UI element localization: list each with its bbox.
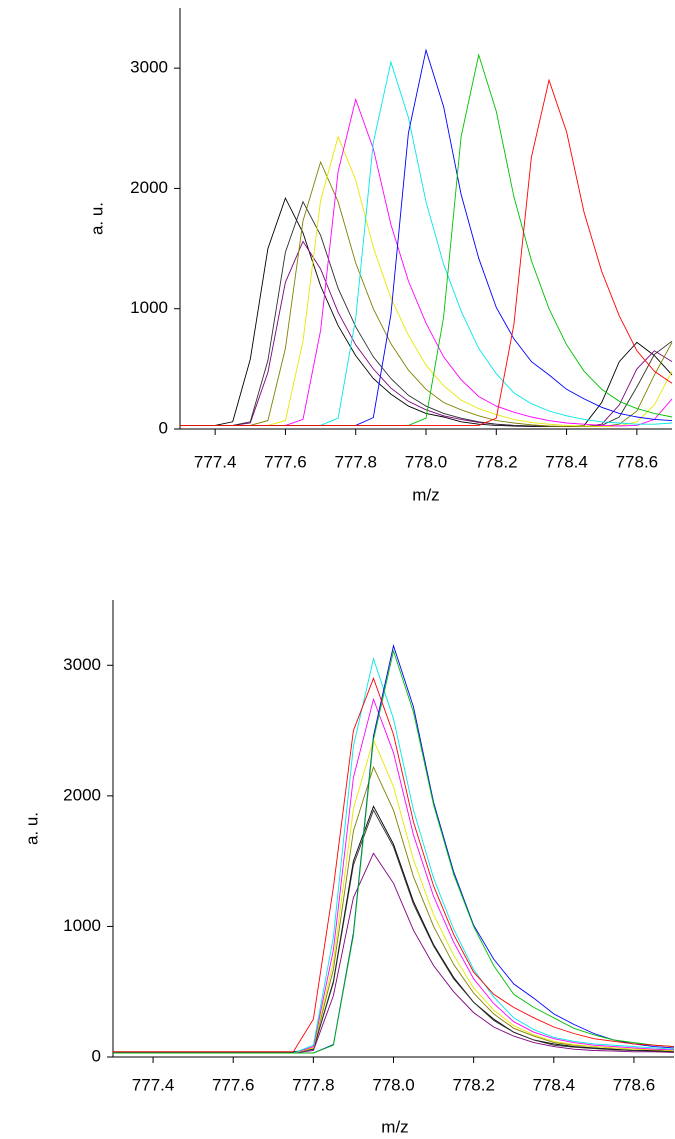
series-line bbox=[113, 765, 675, 1054]
y-tick-label: 2000 bbox=[63, 785, 101, 804]
y-axis-label: a. u. bbox=[22, 812, 41, 845]
series-line bbox=[180, 53, 673, 426]
x-tick-label: 778.4 bbox=[533, 1075, 576, 1094]
series-line bbox=[113, 805, 675, 1053]
series-line bbox=[113, 697, 675, 1054]
x-tick-label: 777.6 bbox=[264, 452, 307, 471]
x-tick-label: 778.2 bbox=[452, 1075, 495, 1094]
x-tick-label: 778.4 bbox=[545, 452, 588, 471]
x-tick-label: 778.6 bbox=[613, 1075, 656, 1094]
y-tick-label: 0 bbox=[159, 418, 168, 437]
series-line bbox=[113, 657, 675, 1054]
series-line bbox=[180, 200, 673, 428]
x-tick-label: 778.0 bbox=[372, 1075, 415, 1094]
x-tick-label: 778.2 bbox=[475, 452, 518, 471]
series-line bbox=[180, 78, 673, 426]
series-line bbox=[180, 97, 673, 427]
x-axis-label: m/z bbox=[412, 485, 439, 504]
x-tick-label: 777.4 bbox=[132, 1075, 175, 1094]
y-axis-label: a. u. bbox=[87, 202, 106, 235]
series-line bbox=[180, 48, 673, 426]
x-tick-label: 777.6 bbox=[212, 1075, 255, 1094]
series-line bbox=[180, 135, 673, 428]
series-line bbox=[180, 240, 673, 428]
series-line bbox=[180, 60, 673, 426]
y-tick-label: 2000 bbox=[130, 178, 168, 197]
y-tick-label: 1000 bbox=[130, 298, 168, 317]
x-tick-label: 778.6 bbox=[616, 452, 659, 471]
y-tick-label: 0 bbox=[92, 1046, 101, 1065]
y-tick-label: 3000 bbox=[63, 655, 101, 674]
series-line bbox=[113, 809, 675, 1053]
y-tick-label: 3000 bbox=[130, 58, 168, 77]
series-line bbox=[113, 738, 675, 1054]
series-line bbox=[113, 643, 675, 1054]
x-tick-label: 777.4 bbox=[194, 452, 237, 471]
x-tick-label: 778.0 bbox=[405, 452, 448, 471]
series-line bbox=[113, 649, 675, 1054]
x-tick-label: 777.8 bbox=[334, 452, 377, 471]
series-line bbox=[113, 852, 675, 1054]
x-tick-label: 777.8 bbox=[292, 1075, 335, 1094]
series-line bbox=[113, 677, 675, 1053]
y-tick-label: 1000 bbox=[63, 916, 101, 935]
x-axis-label: m/z bbox=[381, 1117, 408, 1136]
series-line bbox=[180, 196, 673, 428]
